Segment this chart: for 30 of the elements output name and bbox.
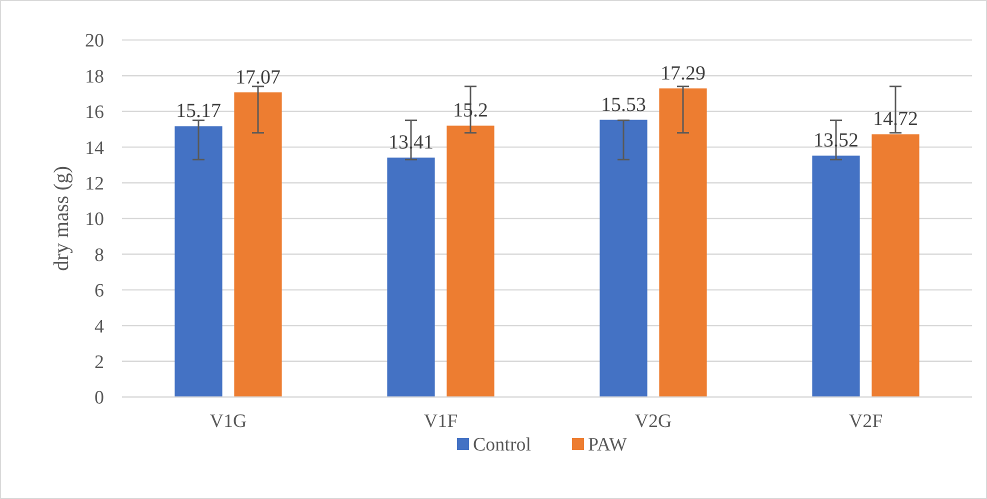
bar (812, 156, 860, 397)
y-tick-label: 6 (94, 280, 104, 302)
y-tick-label: 8 (94, 244, 104, 266)
x-tick-label: V2F (848, 411, 883, 432)
legend-label: PAW (588, 434, 628, 456)
y-tick-label: 10 (85, 209, 104, 230)
bar (446, 126, 494, 397)
y-tick-label: 20 (85, 30, 104, 52)
y-tick-label: 14 (85, 138, 104, 159)
data-label: 17.29 (660, 62, 706, 84)
bar (174, 126, 222, 397)
y-tick-label: 12 (85, 173, 104, 194)
x-tick-label: V2G (634, 411, 672, 432)
bar (234, 92, 282, 397)
y-axis-title: dry mass (g) (49, 166, 73, 271)
x-tick-label: V1G (210, 411, 247, 432)
y-tick-label: 2 (94, 352, 104, 373)
y-tick-label: 4 (94, 316, 104, 338)
x-tick-label: V1F (424, 411, 458, 432)
bar (600, 120, 648, 397)
data-label: 15.17 (176, 100, 221, 122)
bar (387, 158, 435, 397)
bar (872, 134, 920, 397)
data-label: 15.53 (601, 94, 646, 116)
y-tick-label: 0 (94, 388, 104, 409)
bar (659, 88, 707, 397)
y-tick-label: 18 (85, 66, 104, 88)
legend-label: Control (473, 434, 532, 456)
data-label: 17.07 (236, 66, 280, 88)
y-tick-label: 16 (85, 102, 104, 124)
